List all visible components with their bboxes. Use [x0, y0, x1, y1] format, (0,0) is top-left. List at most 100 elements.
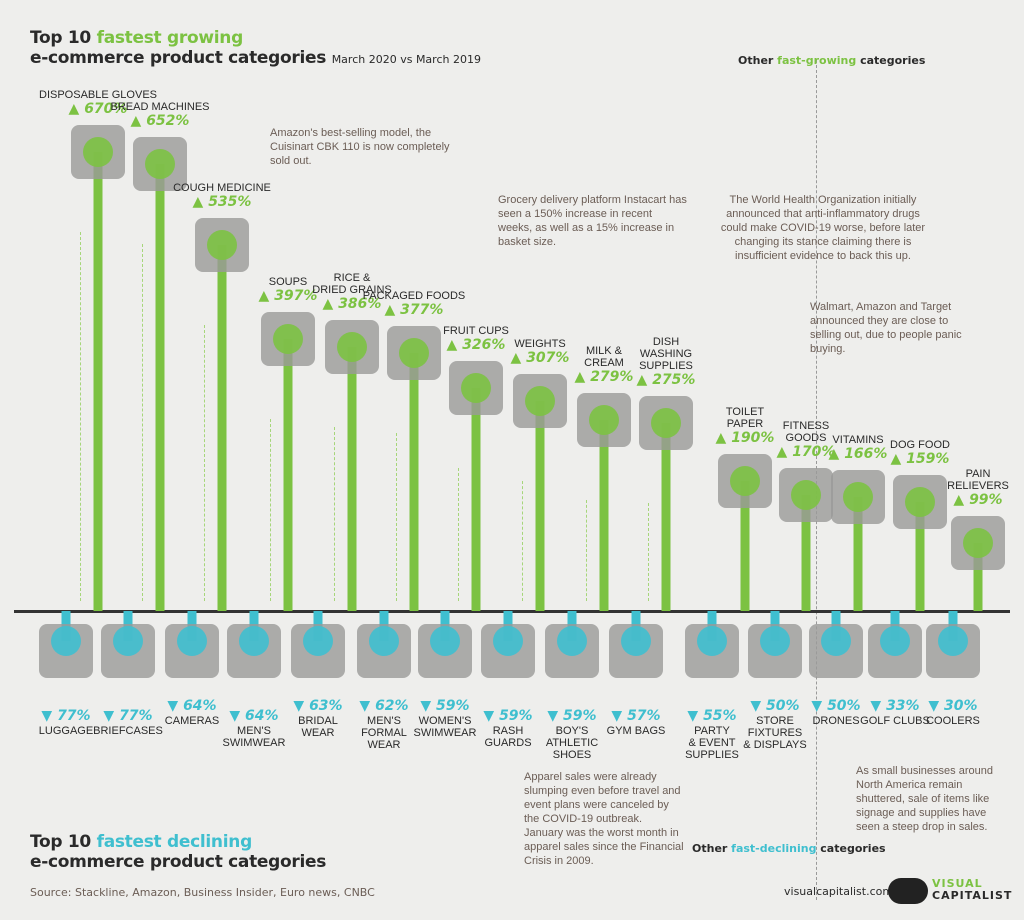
growth-label: COUGH MEDICINE ▲ 535%: [173, 182, 271, 211]
decline-value: ▼ 62%: [359, 698, 409, 714]
growth-hint-line: [586, 499, 587, 601]
growth-marker: [145, 149, 175, 180]
category-name: LUGGAGE: [38, 725, 94, 737]
growth-value: ▲ 275%: [636, 371, 696, 388]
growth-bar: [740, 480, 750, 611]
decline-label: ▼ 33% GOLF CLUBS: [860, 698, 930, 727]
growth-value: ▲ 170%: [776, 443, 836, 460]
growth-bar: [347, 346, 357, 611]
category-name: MEN'S SWIMWEAR: [222, 725, 286, 749]
growth-value: ▲ 652%: [130, 113, 190, 130]
category-name: PAIN RELIEVERS: [947, 468, 1009, 493]
title-subtitle: March 2020 vs March 2019: [331, 53, 481, 66]
growth-marker: [461, 372, 491, 403]
growth-bar: [801, 494, 811, 611]
decline-label: ▼ 55% PARTY & EVENT SUPPLIES: [685, 708, 739, 761]
category-name: FITNESS GOODS: [782, 419, 830, 444]
decline-value: ▼ 59%: [547, 708, 597, 724]
decline-marker: [177, 626, 207, 656]
decline-label: ▼ 50% STORE FIXTURES & DISPLAYS: [743, 698, 806, 751]
category-name: DOG FOOD: [890, 439, 950, 452]
growth-hint-line: [270, 419, 271, 601]
growth-bar: [599, 419, 609, 611]
decline-value: ▼ 50%: [811, 698, 861, 714]
decline-marker: [621, 626, 651, 656]
title-prefix: Top 10: [30, 28, 97, 48]
growth-marker: [905, 487, 935, 518]
category-name: RICE & DRIED GRAINS: [312, 271, 392, 296]
growth-hint-line: [396, 432, 397, 601]
category-name: MILK & CREAM: [584, 344, 624, 369]
category-name: SOUPS: [268, 276, 308, 289]
category-name: GOLF CLUBS: [860, 715, 930, 727]
growth-marker: [273, 324, 303, 355]
visual-capitalist-logo: [888, 878, 928, 904]
growth-hint-line: [80, 232, 81, 601]
decline-value: ▼ 77%: [41, 708, 91, 724]
decline-label: ▼ 59% WOMEN'S SWIMWEAR: [414, 698, 477, 739]
note-toilet-paper: Walmart, Amazon and Target announced the…: [810, 301, 962, 355]
growth-marker: [963, 528, 993, 559]
decline-value: ▼ 57%: [611, 708, 661, 724]
growth-label: FITNESS GOODS ▲ 170%: [777, 420, 836, 461]
growth-marker: [337, 331, 367, 362]
decline-value: ▼ 59%: [420, 698, 470, 714]
decline-marker: [938, 626, 968, 656]
growth-bar: [973, 543, 983, 611]
other-growing-heading: Other fast-growing categories: [738, 54, 926, 67]
decline-marker: [113, 626, 143, 656]
growth-label: DISPOSABLE GLOVES ▲ 670%: [39, 89, 157, 118]
decline-marker: [821, 626, 851, 656]
category-name: BOY'S ATHLETIC SHOES: [545, 725, 599, 761]
growth-label: PACKAGED FOODS ▲ 377%: [363, 290, 465, 319]
growth-label: DOG FOOD ▲ 159%: [890, 439, 950, 468]
title-highlight: fastest growing: [96, 28, 244, 48]
decline-marker: [239, 626, 269, 656]
decline-label: ▼ 77% LUGGAGE: [39, 708, 93, 737]
title-declining: Top 10 fastest declining e-commerce prod…: [30, 832, 327, 872]
growth-label: PAIN RELIEVERS ▲ 99%: [947, 468, 1009, 509]
growth-label: DISH WASHING SUPPLIES ▲ 275%: [637, 336, 696, 389]
growth-marker: [791, 479, 821, 510]
decline-value: ▼ 64%: [229, 708, 279, 724]
growth-label: MILK & CREAM ▲ 279%: [575, 345, 634, 386]
category-name: PACKAGED FOODS: [362, 289, 466, 302]
decline-label: ▼ 57% GYM BAGS: [607, 708, 666, 737]
growth-bar: [471, 387, 481, 611]
growth-value: ▲ 377%: [384, 301, 444, 318]
decline-label: ▼ 64% MEN'S SWIMWEAR: [223, 708, 286, 749]
decline-value: ▼ 63%: [293, 698, 343, 714]
growth-marker: [730, 465, 760, 496]
growth-hint-line: [648, 502, 649, 601]
decline-label: ▼ 62% MEN'S FORMAL WEAR: [359, 698, 408, 751]
footer-url[interactable]: visualcapitalist.com: [784, 885, 894, 898]
growth-label: VITAMINS ▲ 166%: [829, 434, 888, 463]
other-declining-heading: Other fast-declining categories: [692, 842, 886, 855]
growth-hint-line: [334, 426, 335, 601]
category-name: DISPOSABLE GLOVES: [39, 89, 157, 102]
growth-label: FRUIT CUPS ▲ 326%: [443, 325, 509, 354]
logo-text: VISUAL CAPITALIST: [932, 877, 1013, 902]
category-name: GYM BAGS: [606, 725, 666, 737]
decline-marker: [557, 626, 587, 656]
growth-value: ▲ 159%: [890, 451, 950, 468]
growth-bar: [535, 400, 545, 611]
decline-value: ▼ 50%: [750, 698, 800, 714]
growth-label: SOUPS ▲ 397%: [259, 276, 318, 305]
decline-marker: [51, 626, 81, 656]
category-name: BRIDAL WEAR: [298, 715, 338, 739]
decline-value: ▼ 77%: [103, 708, 153, 724]
growth-marker: [207, 229, 237, 260]
note-apparel: Apparel sales were already slumping even…: [524, 771, 684, 867]
decline-value: ▼ 30%: [928, 698, 978, 714]
growth-label: RICE & DRIED GRAINS ▲ 386%: [312, 272, 391, 313]
category-name: FRUIT CUPS: [443, 324, 509, 337]
growth-value: ▲ 397%: [258, 288, 318, 305]
title-line2: e-commerce product categories: [30, 48, 327, 68]
growth-value: ▲ 307%: [510, 349, 570, 366]
decline-label: ▼ 59% RASH GUARDS: [483, 708, 532, 749]
growth-label: WEIGHTS ▲ 307%: [511, 338, 570, 367]
category-name: BREAD MACHINES: [110, 101, 210, 114]
growth-label: TOILET PAPER ▲ 190%: [716, 406, 775, 447]
growth-value: ▲ 99%: [953, 492, 1003, 509]
